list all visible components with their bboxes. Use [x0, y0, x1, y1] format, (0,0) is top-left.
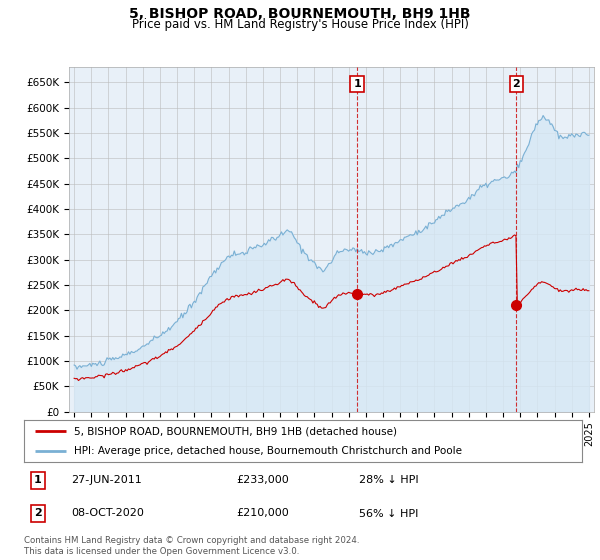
Text: 28% ↓ HPI: 28% ↓ HPI	[359, 475, 418, 486]
Text: Price paid vs. HM Land Registry's House Price Index (HPI): Price paid vs. HM Land Registry's House …	[131, 18, 469, 31]
Text: 56% ↓ HPI: 56% ↓ HPI	[359, 508, 418, 519]
Text: 2: 2	[512, 80, 520, 89]
Text: 2: 2	[34, 508, 42, 519]
Text: £210,000: £210,000	[236, 508, 289, 519]
Text: 1: 1	[34, 475, 42, 486]
Text: £233,000: £233,000	[236, 475, 289, 486]
Text: 5, BISHOP ROAD, BOURNEMOUTH, BH9 1HB: 5, BISHOP ROAD, BOURNEMOUTH, BH9 1HB	[129, 7, 471, 21]
Text: HPI: Average price, detached house, Bournemouth Christchurch and Poole: HPI: Average price, detached house, Bour…	[74, 446, 462, 456]
Text: 08-OCT-2020: 08-OCT-2020	[71, 508, 145, 519]
Text: 27-JUN-2011: 27-JUN-2011	[71, 475, 142, 486]
Text: Contains HM Land Registry data © Crown copyright and database right 2024.
This d: Contains HM Land Registry data © Crown c…	[24, 536, 359, 556]
Text: 5, BISHOP ROAD, BOURNEMOUTH, BH9 1HB (detached house): 5, BISHOP ROAD, BOURNEMOUTH, BH9 1HB (de…	[74, 426, 397, 436]
Text: 1: 1	[353, 80, 361, 89]
